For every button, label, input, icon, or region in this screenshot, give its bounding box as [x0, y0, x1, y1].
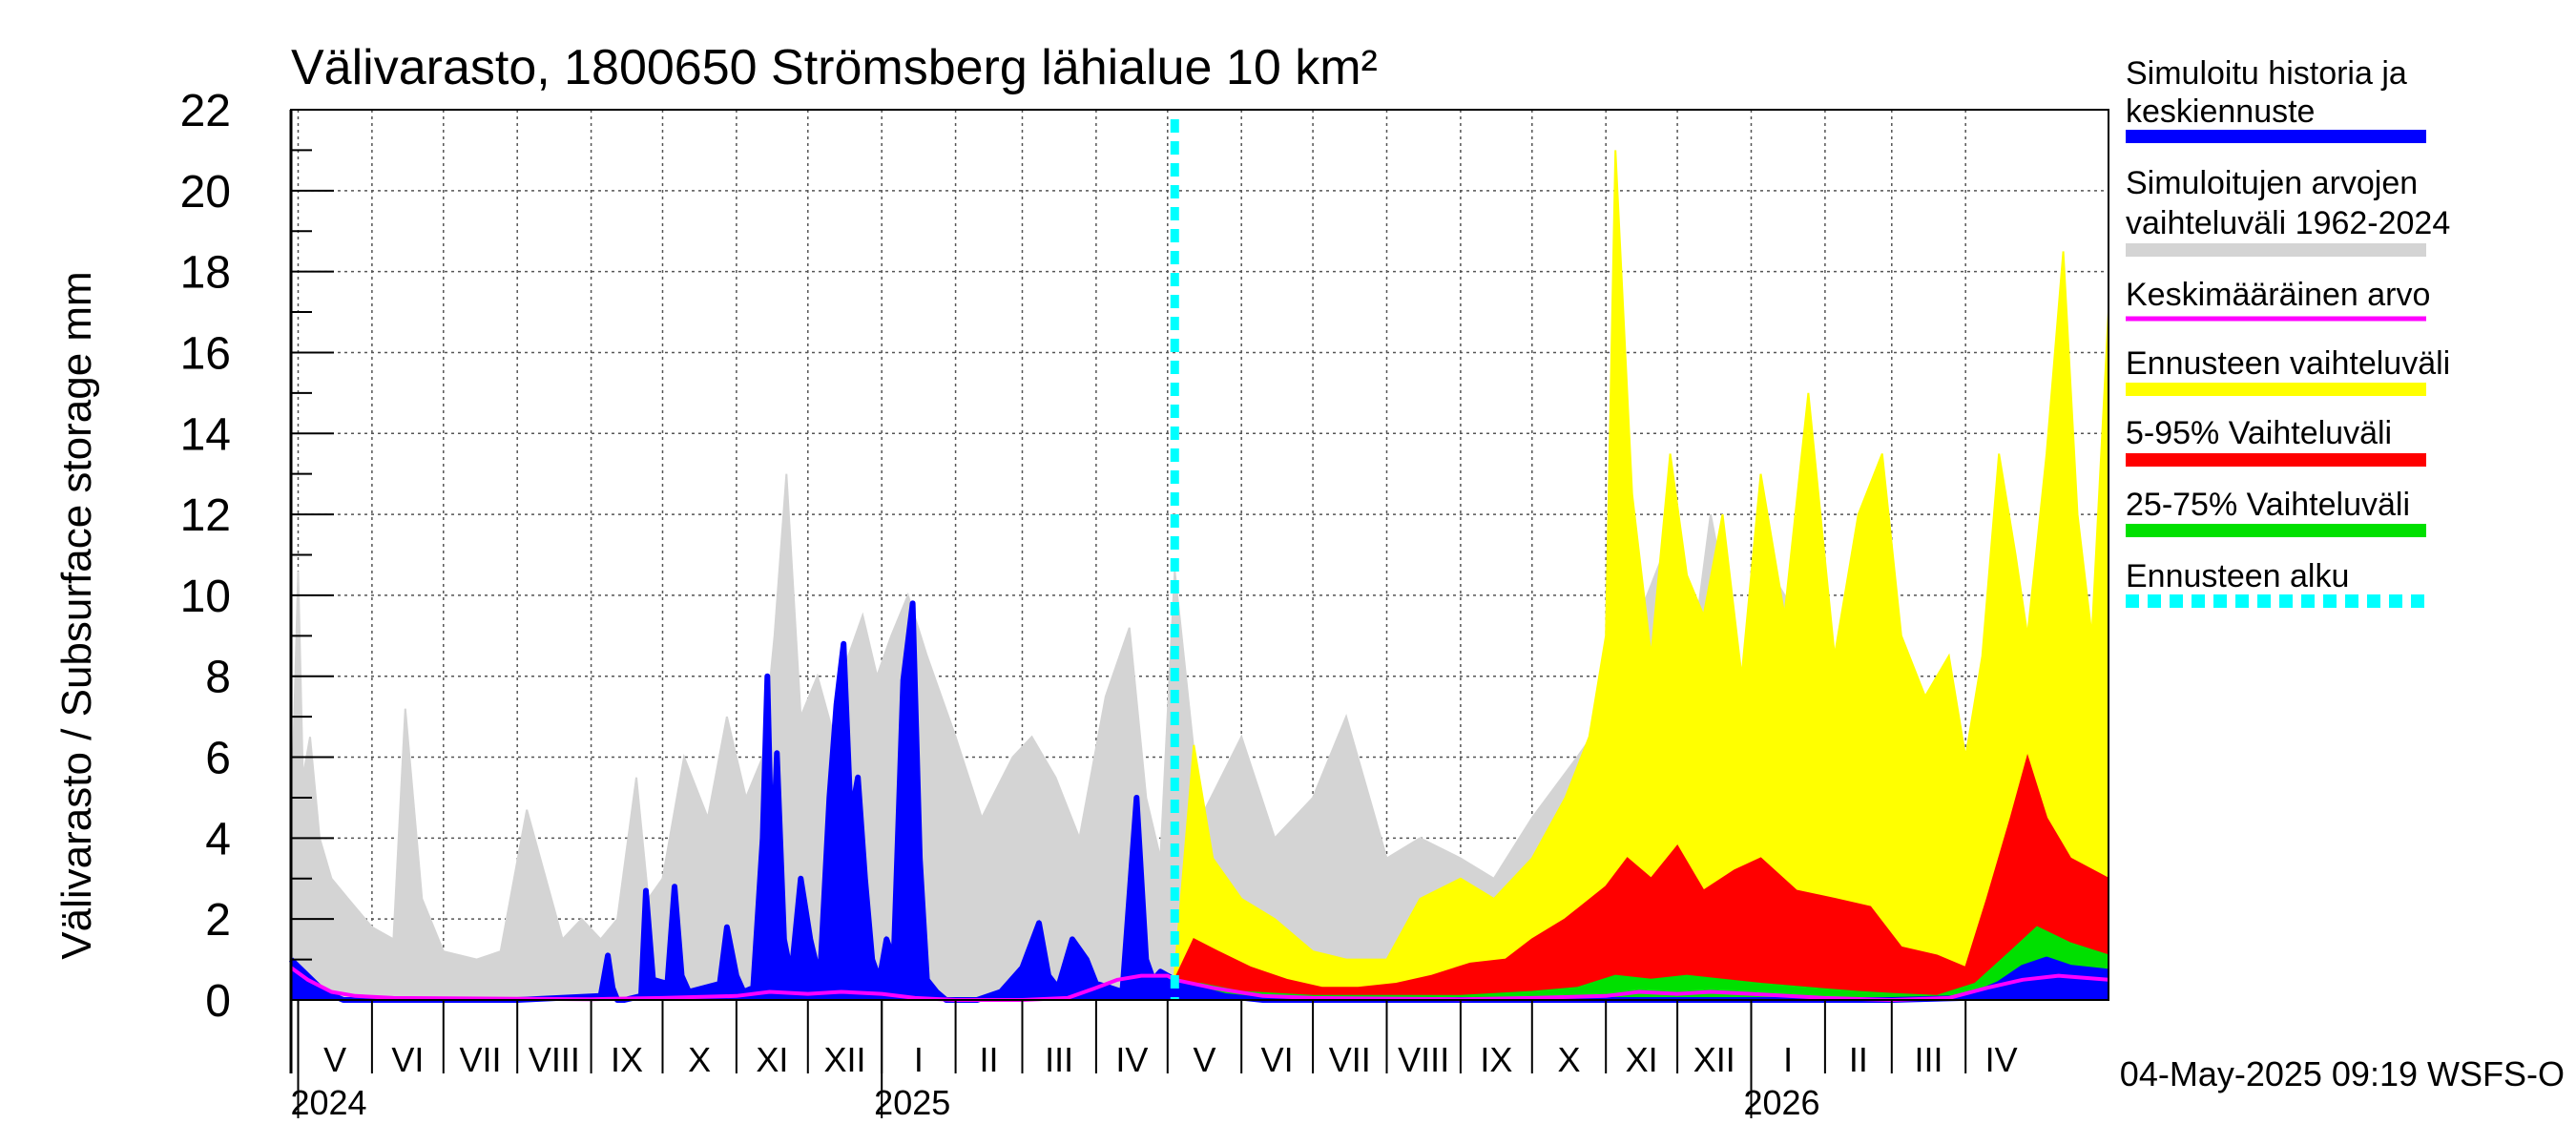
y-tick-label: 16: [180, 328, 231, 379]
legend-label: 5-95% Vaihteluväli: [2126, 415, 2392, 451]
x-month-label: II: [980, 1040, 999, 1079]
chart-title: Välivarasto, 1800650 Strömsberg lähialue…: [291, 40, 1378, 95]
x-month-label: VI: [1261, 1040, 1294, 1079]
x-month-label: III: [1914, 1040, 1942, 1079]
y-tick-label: 0: [205, 976, 231, 1027]
y-tick-label: 22: [180, 86, 231, 136]
y-tick-label: 18: [180, 248, 231, 299]
legend-label: Ennusteen alku: [2126, 558, 2349, 594]
series-forecast-range: [1174, 150, 2109, 1001]
x-month-label: XII: [1693, 1040, 1735, 1079]
x-year-label: 2026: [1743, 1083, 1819, 1122]
x-month-label: XII: [823, 1040, 865, 1079]
x-month-label: VIII: [529, 1040, 580, 1079]
x-month-label: V: [323, 1040, 346, 1079]
x-axis-ticks: V VI VII VIII IX X XI XII I II III IV V VI VII VIII IX X X…: [290, 1000, 2018, 1122]
y-tick-label: 14: [180, 409, 231, 460]
legend-label: vaihteluväli 1962-2024: [2126, 205, 2450, 241]
x-month-label: IX: [1480, 1040, 1512, 1079]
x-month-label: VI: [391, 1040, 424, 1079]
x-month-label: X: [688, 1040, 711, 1079]
series-5-95-range: [1174, 753, 2109, 1001]
x-month-label: VIII: [1398, 1040, 1449, 1079]
y-tick-label: 20: [180, 167, 231, 218]
x-month-label: I: [914, 1040, 924, 1079]
y-tick-label: 12: [180, 490, 231, 541]
legend-label: 25-75% Vaihteluväli: [2126, 487, 2410, 523]
x-month-label: V: [1193, 1040, 1215, 1079]
x-month-label: VII: [1329, 1040, 1371, 1079]
y-tick-label: 10: [180, 572, 231, 622]
legend-label: keskiennuste: [2126, 94, 2315, 130]
y-tick-label: 6: [205, 734, 231, 784]
x-year-label: 2025: [874, 1083, 950, 1122]
y-tick-label: 8: [205, 653, 231, 703]
x-month-label: XI: [756, 1040, 788, 1079]
y-tick-label: 4: [205, 814, 231, 864]
series-layer: [288, 119, 2109, 1003]
x-month-label: IX: [611, 1040, 643, 1079]
x-month-label: III: [1045, 1040, 1073, 1079]
x-month-label: II: [1849, 1040, 1868, 1079]
series-mean: [289, 966, 2109, 1002]
x-month-label: X: [1557, 1040, 1580, 1079]
legend-label: Keskimääräinen arvo: [2126, 277, 2430, 313]
y-tick-label: 2: [205, 895, 231, 946]
x-month-label: IV: [1115, 1040, 1148, 1079]
x-year-label: 2024: [290, 1083, 366, 1122]
legend-label: Ennusteen vaihteluväli: [2126, 345, 2450, 382]
legend-label: Simuloitujen arvojen: [2126, 165, 2418, 201]
legend-label: Simuloitu historia ja: [2126, 55, 2407, 92]
x-month-label: IV: [1985, 1040, 2018, 1079]
x-month-label: I: [1783, 1040, 1793, 1079]
y-axis-label: Välivarasto / Subsurface storage mm: [53, 271, 100, 959]
y-axis-ticks: 0 2 4 6 8 10 12 14 16 18 20 22: [180, 86, 334, 1027]
x-month-label: XI: [1626, 1040, 1658, 1079]
x-month-label: VII: [459, 1040, 501, 1079]
footer-timestamp: 04-May-2025 09:19 WSFS-O: [2120, 1054, 2565, 1093]
